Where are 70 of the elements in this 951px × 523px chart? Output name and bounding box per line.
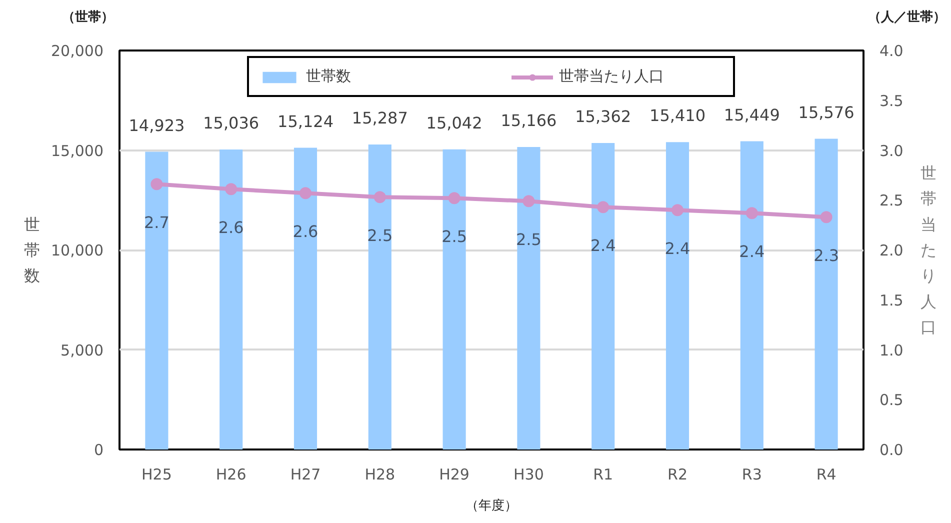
data-label: 15,362	[575, 107, 632, 126]
bar	[368, 144, 392, 450]
x-tick-label: H28	[364, 466, 396, 484]
y-tick-label: 0	[94, 441, 104, 459]
data-label: 2.3	[814, 246, 840, 266]
data-label: 15,166	[500, 110, 557, 130]
y2-tick-label: 0.5	[880, 391, 904, 410]
x-tick-label: R3	[742, 466, 762, 484]
point	[448, 192, 460, 204]
data-label: 2.4	[664, 239, 690, 258]
point	[150, 178, 163, 190]
bar	[294, 148, 318, 450]
y-tick-label: 10,000	[51, 242, 104, 260]
point	[522, 195, 535, 208]
data-label: 14,923	[128, 116, 185, 135]
bar	[666, 142, 690, 450]
y-tick-label: 20,000	[51, 42, 104, 60]
x-tick-label: H26	[216, 466, 246, 484]
data-label: 2.7	[144, 213, 170, 232]
y2-tick-label: 3.5	[880, 92, 904, 110]
y-axis-title: 世帯数	[24, 214, 40, 286]
y2-tick-label: 0.0	[880, 441, 904, 459]
x-tick-label: H30	[514, 466, 544, 484]
point	[225, 183, 238, 196]
bar	[442, 149, 466, 450]
x-axis-title: （年度）	[466, 498, 518, 514]
point	[746, 207, 758, 220]
x-tick-label: H25	[142, 466, 172, 484]
legend-label: 世帯数	[306, 67, 352, 86]
point	[374, 191, 386, 204]
x-tick-label: R4	[816, 466, 836, 484]
x-tick-label: R1	[593, 466, 614, 484]
y-tick-label: 15,000	[51, 142, 104, 160]
data-label: 15,410	[650, 106, 706, 126]
data-label: 15,124	[278, 112, 334, 131]
data-label: 2.6	[218, 218, 244, 238]
data-label: 2.5	[516, 230, 542, 250]
data-label: 2.4	[590, 236, 616, 256]
point	[300, 187, 312, 200]
data-label: 15,042	[426, 113, 482, 132]
data-label: 15,036	[203, 114, 260, 133]
text: （世帯）	[62, 9, 114, 27]
text: （人／世帯）	[868, 9, 946, 27]
y-tick-label: 5,000	[60, 341, 104, 360]
data-label: 2.5	[442, 227, 468, 246]
bar	[145, 152, 168, 450]
x-tick-label: R2	[668, 466, 688, 484]
y2-tick-label: 1.0	[880, 341, 904, 360]
data-label: 15,576	[798, 102, 854, 122]
legend-label: 世帯当たり人口	[559, 67, 665, 86]
x-tick-label: H29	[439, 466, 470, 484]
data-label: 15,287	[352, 108, 408, 128]
bar	[220, 150, 243, 450]
bar	[814, 138, 838, 450]
data-label: 2.4	[739, 242, 765, 262]
y2-tick-label: 2.5	[880, 192, 904, 210]
y2-tick-label: 2.0	[880, 242, 904, 260]
bar	[517, 146, 540, 450]
y2-tick-label: 1.5	[880, 291, 904, 310]
bar	[740, 141, 764, 450]
y2-tick-label: 4.0	[880, 42, 904, 60]
x-tick-label: H27	[290, 466, 321, 484]
bar	[592, 143, 615, 450]
y2-axis-title: 世帯当たり人口	[920, 164, 936, 336]
data-label: 15,449	[724, 105, 780, 124]
y2-tick-label: 3.0	[880, 142, 904, 160]
data-label: 2.5	[367, 226, 393, 246]
point	[672, 204, 684, 216]
point	[820, 211, 832, 224]
point	[597, 201, 610, 214]
